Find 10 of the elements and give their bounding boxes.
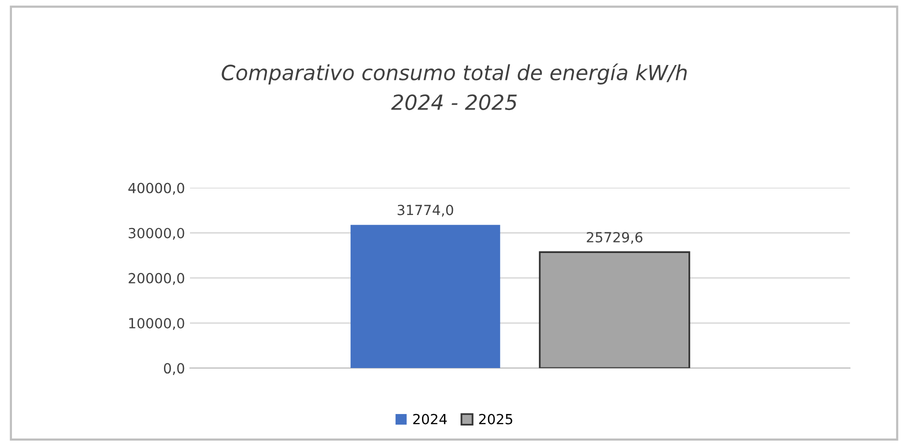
- data-label: 31774,0: [398, 204, 454, 217]
- y-tick-label: 20000,0: [128, 272, 184, 285]
- legend-label: 2024: [413, 414, 447, 424]
- y-tick-label: 30000,0: [128, 228, 184, 240]
- y-tick-label: 0,0: [164, 363, 184, 375]
- chart-title: Comparativo consumo total de energía kW/h 2024 - 2025: [222, 63, 687, 110]
- y-tick-label: 10000,0: [129, 318, 184, 330]
- data-label: 25729,6: [586, 232, 642, 244]
- legend-label: 2025: [479, 414, 512, 424]
- y-tick-label: 40000,0: [128, 182, 184, 195]
